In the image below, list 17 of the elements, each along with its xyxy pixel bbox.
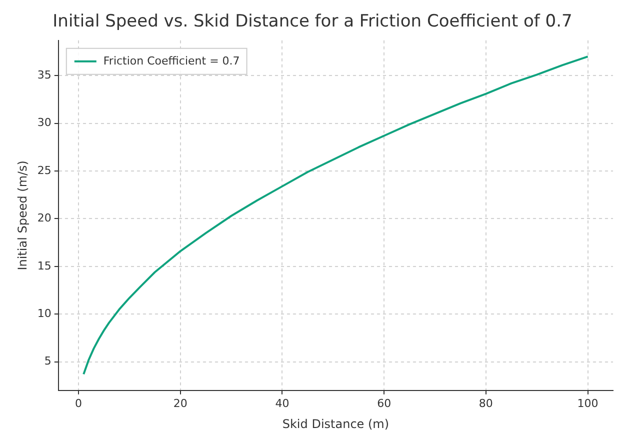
x-tick-label: 80 (478, 396, 493, 410)
y-tick-label: 30 (37, 116, 52, 130)
y-tick-label: 10 (37, 306, 52, 320)
x-axis-title: Skid Distance (m) (282, 416, 390, 431)
y-tick-label: 35 (37, 68, 52, 82)
chart-title: Initial Speed vs. Skid Distance for a Friction Coefficient of 0.7 (52, 12, 572, 32)
y-tick-label: 15 (37, 259, 52, 272)
x-tick-label: 60 (377, 396, 392, 410)
legend-label: Friction Coefficient = 0.7 (103, 54, 240, 68)
y-tick-label: 5 (44, 354, 52, 368)
y-tick-label: 20 (37, 212, 52, 225)
x-tick-label: 40 (275, 396, 290, 410)
y-axis-title: Initial Speed (m/s) (15, 160, 30, 270)
x-tick-label: 20 (173, 396, 188, 410)
x-tick-label: 0 (75, 396, 82, 410)
x-tick-label: 100 (577, 396, 598, 410)
y-tick-label: 25 (37, 164, 52, 177)
